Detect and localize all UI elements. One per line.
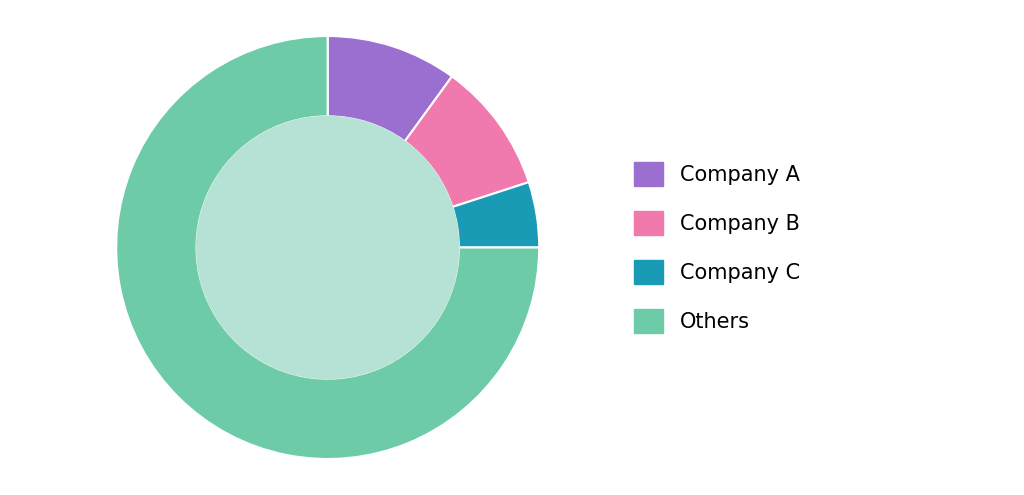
Legend: Company A, Company B, Company C, Others: Company A, Company B, Company C, Others xyxy=(626,153,809,342)
Wedge shape xyxy=(328,36,452,142)
Wedge shape xyxy=(116,36,540,459)
Wedge shape xyxy=(453,182,540,248)
Wedge shape xyxy=(404,76,528,207)
Circle shape xyxy=(197,116,459,379)
